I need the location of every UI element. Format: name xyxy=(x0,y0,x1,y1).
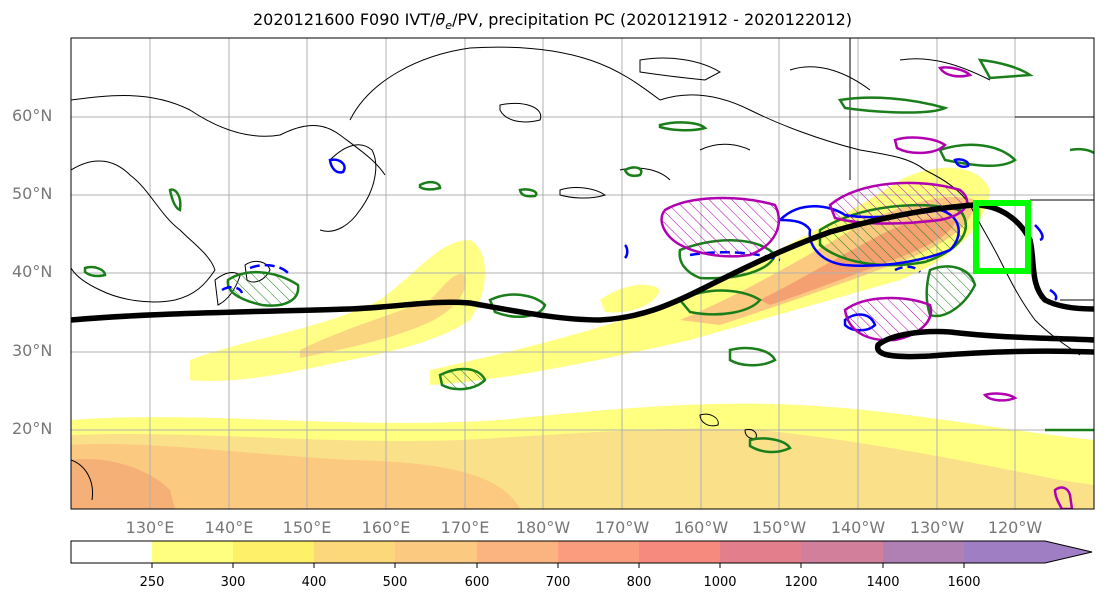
colorbar-label: 250 xyxy=(139,575,165,590)
lat-label-60n: 60°N xyxy=(12,106,53,125)
colorbar-label: 500 xyxy=(382,575,408,590)
lon-label-130e: 130°E xyxy=(125,518,175,537)
lon-label-140w: 140°W xyxy=(830,518,886,537)
map-title: 2020121600 F090 IVT/θe/PV, precipitation… xyxy=(252,10,853,33)
colorbar-label: 600 xyxy=(464,575,490,590)
colorbar-label: 700 xyxy=(545,575,571,590)
lon-label-170w: 170°W xyxy=(594,518,650,537)
colorbar-label: 1600 xyxy=(947,575,981,590)
lat-label-20n: 20°N xyxy=(12,419,53,438)
lon-label-140e: 140°E xyxy=(204,518,254,537)
lon-label-180w: 180°W xyxy=(515,518,571,537)
colorbar-label: 800 xyxy=(626,575,652,590)
lon-label-150w: 150°W xyxy=(751,518,807,537)
lon-label-170e: 170°E xyxy=(440,518,490,537)
map-frame xyxy=(70,37,1095,510)
colorbar-label: 1200 xyxy=(784,575,818,590)
target-region-box xyxy=(973,200,1031,274)
lon-label-160w: 160°W xyxy=(673,518,729,537)
colorbar-label: 1400 xyxy=(866,575,900,590)
lat-label-40n: 40°N xyxy=(12,262,53,281)
lat-label-30n: 30°N xyxy=(12,341,53,360)
lat-label-50n: 50°N xyxy=(12,184,53,203)
colorbar-label: 300 xyxy=(220,575,246,590)
lon-label-150e: 150°E xyxy=(282,518,332,537)
colorbar xyxy=(70,540,1093,568)
lon-label-120w: 120°W xyxy=(987,518,1043,537)
coastlines xyxy=(71,38,1094,501)
lon-label-160e: 160°E xyxy=(361,518,411,537)
lon-label-130w: 130°W xyxy=(909,518,965,537)
colorbar-label: 400 xyxy=(301,575,327,590)
colorbar-label: 1000 xyxy=(703,575,737,590)
